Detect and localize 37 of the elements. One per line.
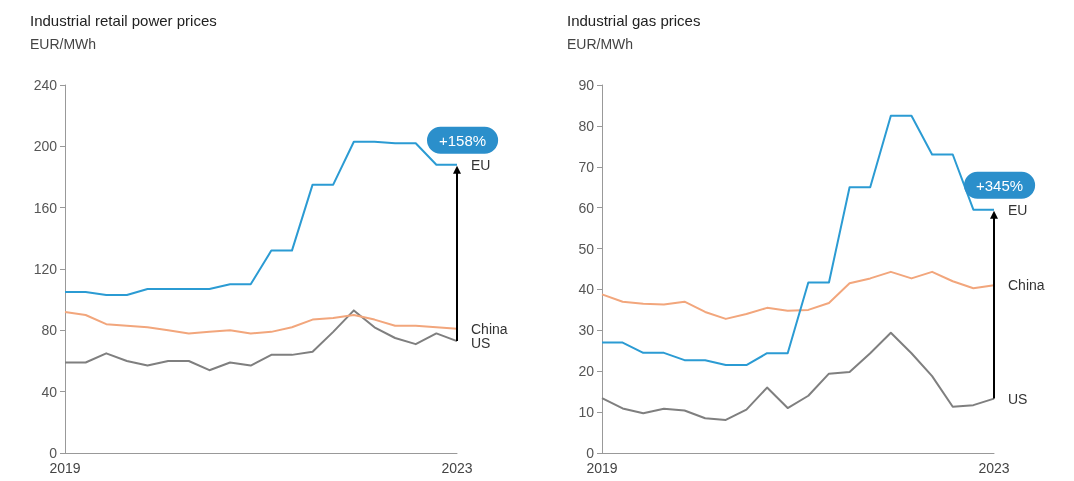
y-tick-label: 200 bbox=[33, 138, 58, 155]
y-tick-label: 70 bbox=[578, 158, 595, 175]
chart-title: Industrial gas prices bbox=[567, 12, 701, 29]
annotation: +345% bbox=[976, 176, 1024, 194]
y-tick-label: 120 bbox=[33, 261, 58, 277]
series-label: EU bbox=[471, 156, 491, 173]
x-tick-label: 2023 bbox=[441, 460, 473, 476]
x-tick-label: 2023 bbox=[978, 460, 1010, 476]
y-tick-label: 0 bbox=[49, 445, 58, 461]
y-axis-title: EUR/MWh bbox=[567, 36, 634, 52]
y-tick-label: 40 bbox=[578, 281, 595, 298]
line-series bbox=[64, 309, 458, 372]
y-tick-label: 60 bbox=[578, 199, 595, 216]
line-series bbox=[64, 310, 458, 335]
y-tick-label: 30 bbox=[578, 322, 595, 339]
y-tick-label: 80 bbox=[578, 117, 595, 134]
series-label: US bbox=[1008, 390, 1028, 407]
y-tick-label: 10 bbox=[578, 404, 595, 421]
chart-title: Industrial retail power prices bbox=[30, 12, 217, 29]
y-axis-title: EUR/MWh bbox=[30, 36, 97, 52]
series-label: China bbox=[1008, 277, 1045, 294]
series-label: US bbox=[471, 334, 491, 351]
y-tick-label: 160 bbox=[33, 199, 58, 216]
series-label: EU bbox=[1008, 201, 1028, 218]
x-tick-label: 2019 bbox=[586, 460, 618, 476]
line-series bbox=[601, 270, 995, 320]
x-tick-label: 2019 bbox=[49, 460, 81, 476]
y-tick-label: 80 bbox=[41, 322, 58, 339]
y-tick-label: 240 bbox=[33, 77, 58, 93]
line-series bbox=[601, 331, 995, 421]
y-tick-label: 20 bbox=[578, 363, 595, 380]
y-tick-label: 50 bbox=[578, 240, 595, 257]
series-label: China bbox=[471, 320, 508, 337]
annotation: +158% bbox=[439, 131, 487, 149]
y-tick-label: 0 bbox=[586, 445, 595, 461]
y-tick-label: 40 bbox=[41, 383, 58, 400]
y-tick-label: 90 bbox=[578, 77, 595, 93]
